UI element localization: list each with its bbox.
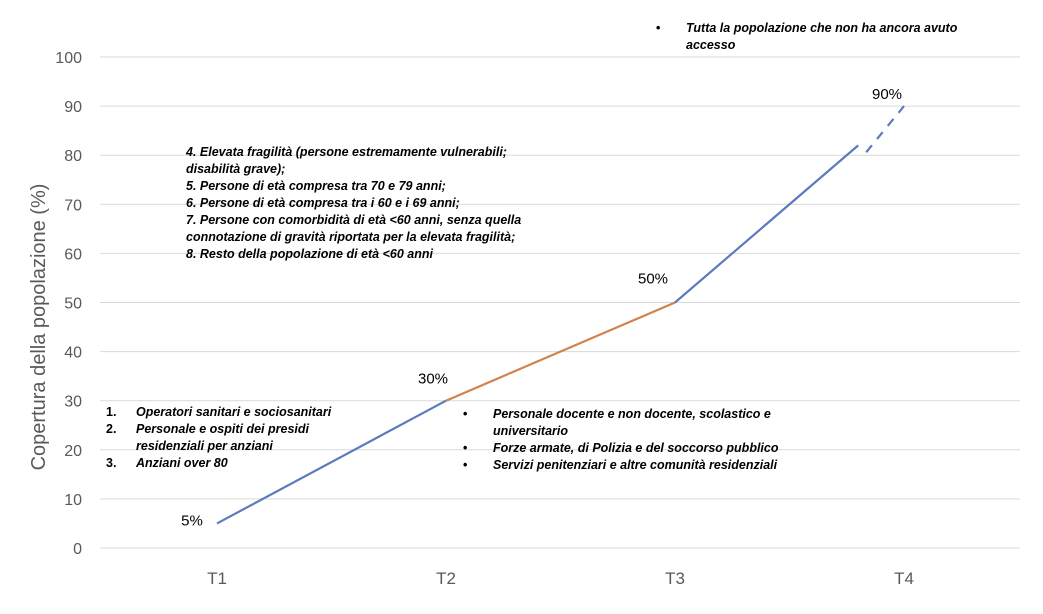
annotation-text: Forze armate, di Polizia e del soccorso …	[493, 441, 779, 455]
y-tick-label: 0	[73, 541, 82, 558]
annotation-marker: 2.	[106, 422, 117, 436]
x-tick-label: T2	[436, 569, 456, 588]
annotation-text: Personale e ospiti dei presidi residenzi…	[136, 422, 309, 453]
annotation-t4: • Tutta la popolazione che non ha ancora …	[656, 20, 986, 54]
gridlines	[100, 56, 1020, 549]
y-tick-label: 40	[64, 345, 82, 362]
annotation-item: • Personale docente e non docente, scolas…	[463, 406, 813, 440]
annotation-item: • Forze armate, di Polizia e del soccorso…	[463, 440, 813, 457]
y-tick-label: 60	[64, 246, 82, 263]
x-tick-label: T3	[665, 569, 685, 588]
y-tick-label: 30	[64, 394, 82, 411]
line-segment	[445, 301, 676, 402]
series-line	[216, 105, 905, 525]
line-segment	[216, 399, 447, 525]
annotation-text: Tutta la popolazione che non ha ancora a…	[686, 21, 958, 52]
data-labels: 5% 30% 50% 90%	[181, 86, 902, 529]
data-label: 30%	[418, 371, 448, 388]
line-segment-projected	[865, 105, 905, 153]
annotation-text: 4. Elevata fragilità (persone estremamen…	[186, 145, 507, 176]
y-tick-label: 70	[64, 197, 82, 214]
annotation-marker: •	[463, 458, 468, 472]
annotation-t1: 1. Operatori sanitari e sociosanitari 2. Pe…	[106, 404, 346, 472]
annotation-t3: 4. Elevata fragilità (persone estremamen…	[186, 144, 541, 263]
annotation-text: Operatori sanitari e sociosanitari	[136, 405, 332, 419]
x-tick-label: T4	[894, 569, 914, 588]
x-axis-ticks: T1 T2 T3 T4	[207, 569, 914, 588]
annotation-item: 1. Operatori sanitari e sociosanitari	[106, 404, 346, 421]
annotation-item: • Tutta la popolazione che non ha ancora …	[656, 20, 986, 54]
annotation-marker: 1.	[106, 405, 117, 419]
data-label: 50%	[638, 271, 668, 288]
line-segment	[674, 144, 859, 304]
annotation-marker: •	[463, 441, 468, 455]
annotation-marker: •	[656, 21, 661, 35]
y-tick-label: 20	[64, 443, 82, 460]
annotation-item: 2. Personale e ospiti dei presidi residen…	[106, 421, 346, 455]
y-tick-label: 100	[55, 50, 82, 67]
y-axis-label: Copertura della popolazione (%)	[28, 184, 50, 471]
x-tick-label: T1	[207, 569, 227, 588]
y-tick-label: 50	[64, 296, 82, 313]
annotation-text: Anziani over 80	[136, 456, 228, 470]
annotation-marker: 3.	[106, 456, 117, 470]
annotation-text: 7. Persone con comorbidità di età <60 an…	[186, 213, 522, 244]
annotation-text: 5. Persone di età compresa tra 70 e 79 a…	[186, 179, 446, 193]
annotation-text: 8. Resto della popolazione di età <60 an…	[186, 247, 433, 261]
data-label: 5%	[181, 512, 203, 529]
annotation-t2: • Personale docente e non docente, scolas…	[463, 406, 813, 474]
y-axis-ticks: 0 10 20 30 40 50 60 70 80 90 100	[55, 50, 82, 558]
annotation-text: Servizi penitenziari e altre comunità re…	[493, 458, 778, 472]
annotation-item: 3. Anziani over 80	[106, 455, 346, 472]
annotation-marker: •	[463, 407, 468, 421]
annotation-text: Personale docente e non docente, scolast…	[493, 407, 771, 438]
annotation-text: 6. Persone di età compresa tra i 60 e i …	[186, 196, 460, 210]
y-tick-label: 10	[64, 492, 82, 509]
y-tick-label: 80	[64, 148, 82, 165]
data-label: 90%	[872, 86, 902, 103]
annotation-item: • Servizi penitenziari e altre comunità r…	[463, 457, 813, 474]
y-tick-label: 90	[64, 99, 82, 116]
